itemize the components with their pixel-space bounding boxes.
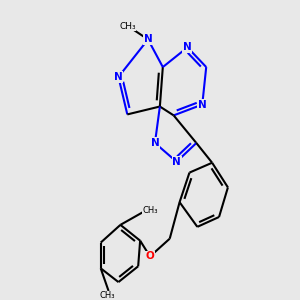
- Text: N: N: [151, 138, 159, 148]
- Text: O: O: [146, 251, 154, 261]
- Text: CH₃: CH₃: [143, 206, 158, 215]
- Text: N: N: [144, 34, 152, 44]
- Text: N: N: [198, 100, 207, 110]
- Text: N: N: [114, 72, 123, 82]
- Text: N: N: [172, 157, 181, 167]
- Text: CH₃: CH₃: [99, 291, 115, 300]
- Text: N: N: [183, 42, 192, 52]
- Text: CH₃: CH₃: [119, 22, 136, 31]
